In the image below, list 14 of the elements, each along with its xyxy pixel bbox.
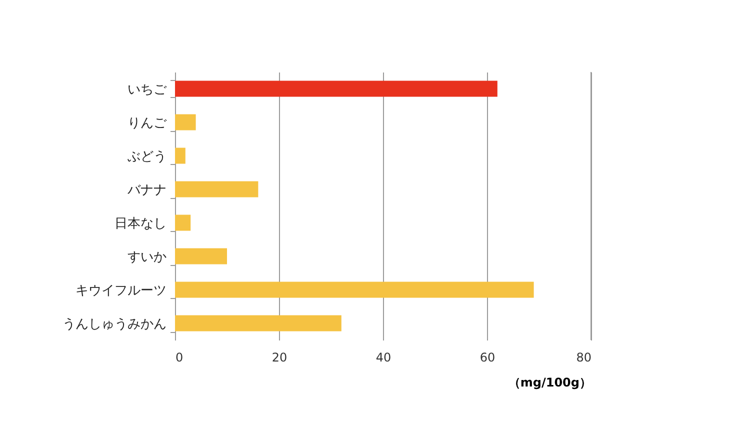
y-tick-label: ぶどう [128,149,166,164]
x-tick-label: 80 [576,350,592,364]
y-tick-label: キウイフルーツ [76,283,166,298]
y-tick-label: うんしゅうみかん [62,316,166,332]
y-tick-label: 日本なし [114,216,166,232]
x-tick-label: 60 [480,350,496,364]
x-tick-label: 40 [376,350,392,364]
y-tick-label: いちご [128,82,168,98]
x-axis-title: （mg/100g） [508,376,592,390]
y-tick-label: りんご [128,116,168,131]
y-tick-label: すいか [128,250,166,265]
y-tick-label: バナナ [126,182,166,198]
x-tick-label: 20 [272,350,288,364]
x-tick-label: 0 [176,350,184,364]
